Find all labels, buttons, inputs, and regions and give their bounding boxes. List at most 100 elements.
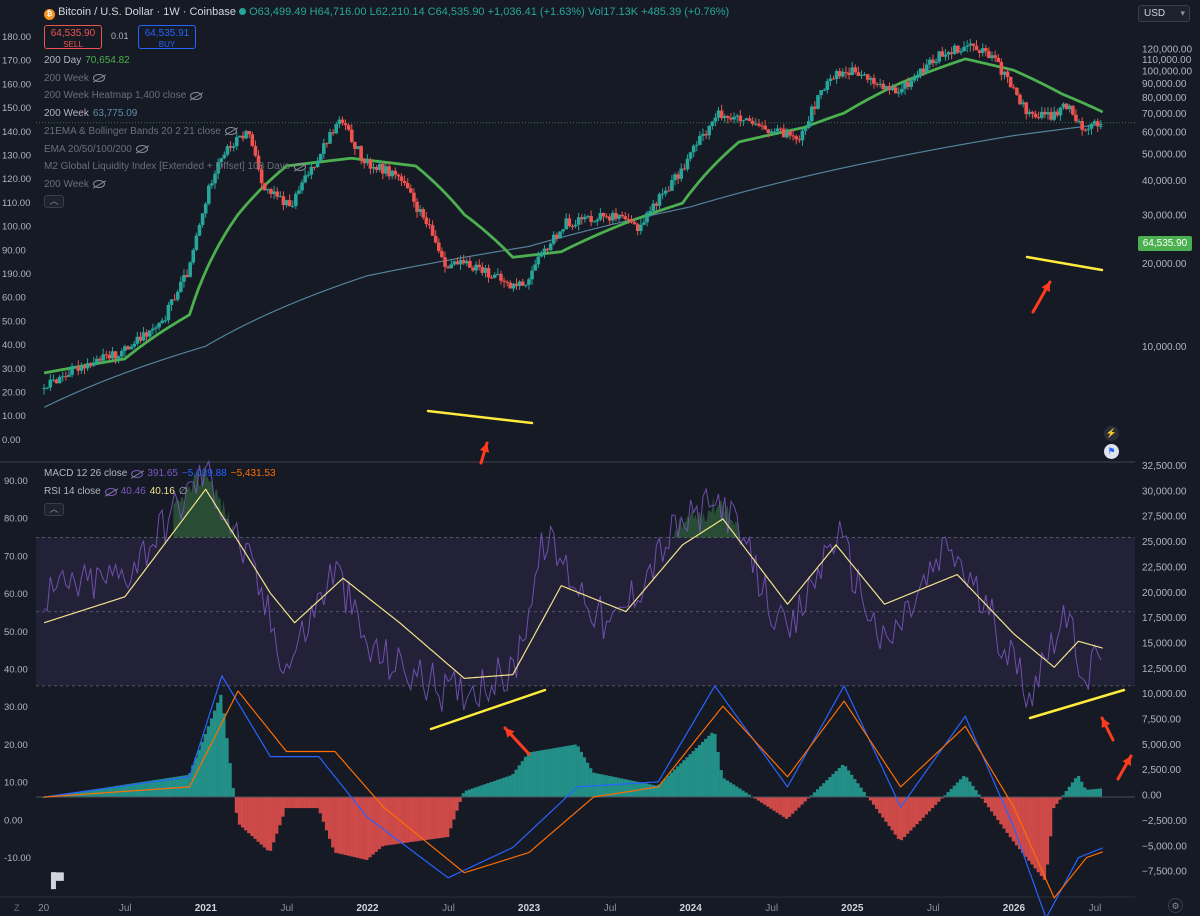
- macd-histogram-bar: [756, 797, 761, 801]
- price-axis-label: 50,000.00: [1142, 149, 1187, 160]
- left-axis-label: 60.00: [2, 293, 26, 304]
- price-axis-label: 90,000.00: [1142, 79, 1187, 90]
- macd-histogram-bar: [868, 797, 873, 801]
- macd-histogram-bar: [287, 797, 291, 809]
- macd-histogram-bar: [163, 778, 167, 797]
- candle-body: [343, 123, 348, 126]
- macd-histogram-bar: [498, 778, 503, 797]
- candle-body: [676, 174, 680, 179]
- macd-histogram-bar: [918, 797, 922, 821]
- macd-histogram-bar: [1052, 797, 1056, 809]
- indicator-row[interactable]: 21EMA & Bollinger Bands 20 2 21 close: [44, 126, 237, 137]
- symbol-header[interactable]: ₿ Bitcoin / U.S. Dollar · 1W · Coinbase …: [44, 6, 729, 20]
- candle-body: [275, 191, 279, 197]
- time-axis-label: 2024: [680, 903, 703, 914]
- macd-histogram-bar: [775, 797, 779, 813]
- macd-histogram-bar: [567, 745, 571, 797]
- candle-body: [144, 332, 149, 337]
- macd-histogram-bar: [806, 797, 810, 799]
- macd-histogram-bar: [265, 797, 270, 851]
- flag-icon[interactable]: ⚑: [1104, 444, 1119, 459]
- macd-histogram-bar: [623, 779, 627, 797]
- collapse-lower-button[interactable]: ︿: [44, 503, 64, 516]
- candle-body: [741, 120, 746, 122]
- indicator-row[interactable]: M2 Global Liquidity Index [Extended + Of…: [44, 161, 306, 172]
- indicator-row[interactable]: 200 Week: [44, 179, 105, 190]
- indicator-row[interactable]: EMA 20/50/100/200: [44, 144, 148, 155]
- macd-histogram-bar: [564, 746, 568, 797]
- candle-body: [617, 214, 621, 219]
- candle-body: [853, 67, 858, 73]
- macd-histogram-bar: [250, 797, 254, 837]
- candle-body: [129, 346, 133, 350]
- candle-body: [778, 128, 783, 130]
- macd-histogram-bar: [1049, 797, 1053, 837]
- macd-histogram-bar: [822, 783, 826, 797]
- macd-histogram-bar: [912, 797, 916, 828]
- indicator-row[interactable]: 200 Week: [44, 73, 105, 84]
- macd-axis-label: −2,500.00: [1142, 816, 1187, 827]
- macd-histogram-bar: [452, 797, 456, 820]
- candle-body: [82, 366, 87, 369]
- candle-body: [984, 48, 988, 52]
- candle-body: [763, 125, 767, 130]
- rsi-settings-icon[interactable]: [104, 487, 117, 496]
- macd-histogram: [36, 694, 1135, 880]
- rsi-value-3: ∅: [178, 486, 188, 497]
- collapse-indicators-button[interactable]: ︿: [44, 195, 64, 208]
- buy-button[interactable]: 64,535.91 BUY: [138, 25, 196, 49]
- candle-body: [203, 203, 208, 214]
- candle-body: [266, 189, 270, 191]
- candle-body: [701, 133, 705, 136]
- macd-histogram-bar: [993, 797, 997, 816]
- macd-histogram-bar: [135, 782, 139, 797]
- candle-body: [539, 252, 544, 257]
- macd-histogram-bar: [278, 797, 282, 826]
- currency-select[interactable]: USD: [1138, 5, 1190, 22]
- candle-body: [300, 182, 304, 191]
- hidden-eye-icon[interactable]: [92, 74, 105, 83]
- candle-body: [660, 193, 665, 195]
- macd-legend[interactable]: MACD 12 26 close 391.65 −5,039.88 −5,431…: [44, 468, 276, 479]
- candle-body: [244, 131, 248, 139]
- macd-histogram-bar: [937, 797, 941, 802]
- hidden-eye-icon[interactable]: [293, 162, 306, 171]
- macd-histogram-bar: [402, 797, 406, 843]
- candle-body: [527, 279, 531, 285]
- alert-icon[interactable]: ⚡: [1104, 426, 1119, 441]
- candle-body: [586, 215, 590, 217]
- candle-body: [785, 131, 789, 138]
- macd-histogram-bar: [794, 797, 798, 811]
- indicator-row[interactable]: 200 Week Heatmap 1,400 close: [44, 90, 203, 101]
- candle-body: [449, 264, 454, 269]
- hidden-eye-icon[interactable]: [92, 180, 105, 189]
- candle-body: [682, 168, 687, 170]
- candle-body: [381, 163, 385, 174]
- macd-histogram-bar: [551, 748, 555, 797]
- macd-histogram-bar: [536, 750, 540, 797]
- indicator-row[interactable]: 200 Day 70,654.82: [44, 55, 130, 66]
- hidden-eye-icon[interactable]: [190, 91, 203, 100]
- macd-histogram-bar: [1021, 797, 1025, 853]
- candle-body: [881, 83, 886, 90]
- rsi-legend[interactable]: RSI 14 close 40.46 40.16 ∅: [44, 486, 187, 497]
- settings-gear-icon[interactable]: ⚙: [1168, 898, 1183, 913]
- candle-body: [247, 131, 252, 135]
- macd-histogram-bar: [539, 750, 543, 797]
- candle-body: [1005, 71, 1010, 78]
- candle-body: [822, 90, 826, 92]
- sell-button[interactable]: 64,535.90 SELL: [44, 25, 102, 49]
- price-axis-label: 120,000.00: [1142, 44, 1192, 55]
- candle-body: [906, 82, 910, 88]
- candle-body: [76, 366, 81, 371]
- hidden-eye-icon[interactable]: [224, 127, 237, 136]
- candle-body: [611, 212, 615, 221]
- candle-body: [1080, 121, 1084, 130]
- indicator-row[interactable]: 200 Week 63,775.09: [44, 108, 137, 119]
- hidden-eye-icon[interactable]: [135, 145, 148, 153]
- macd-histogram-bar: [558, 747, 562, 797]
- macd-axis-label: 0.00: [1142, 791, 1162, 802]
- macd-histogram-bar: [206, 726, 211, 797]
- macd-settings-icon[interactable]: [131, 469, 144, 478]
